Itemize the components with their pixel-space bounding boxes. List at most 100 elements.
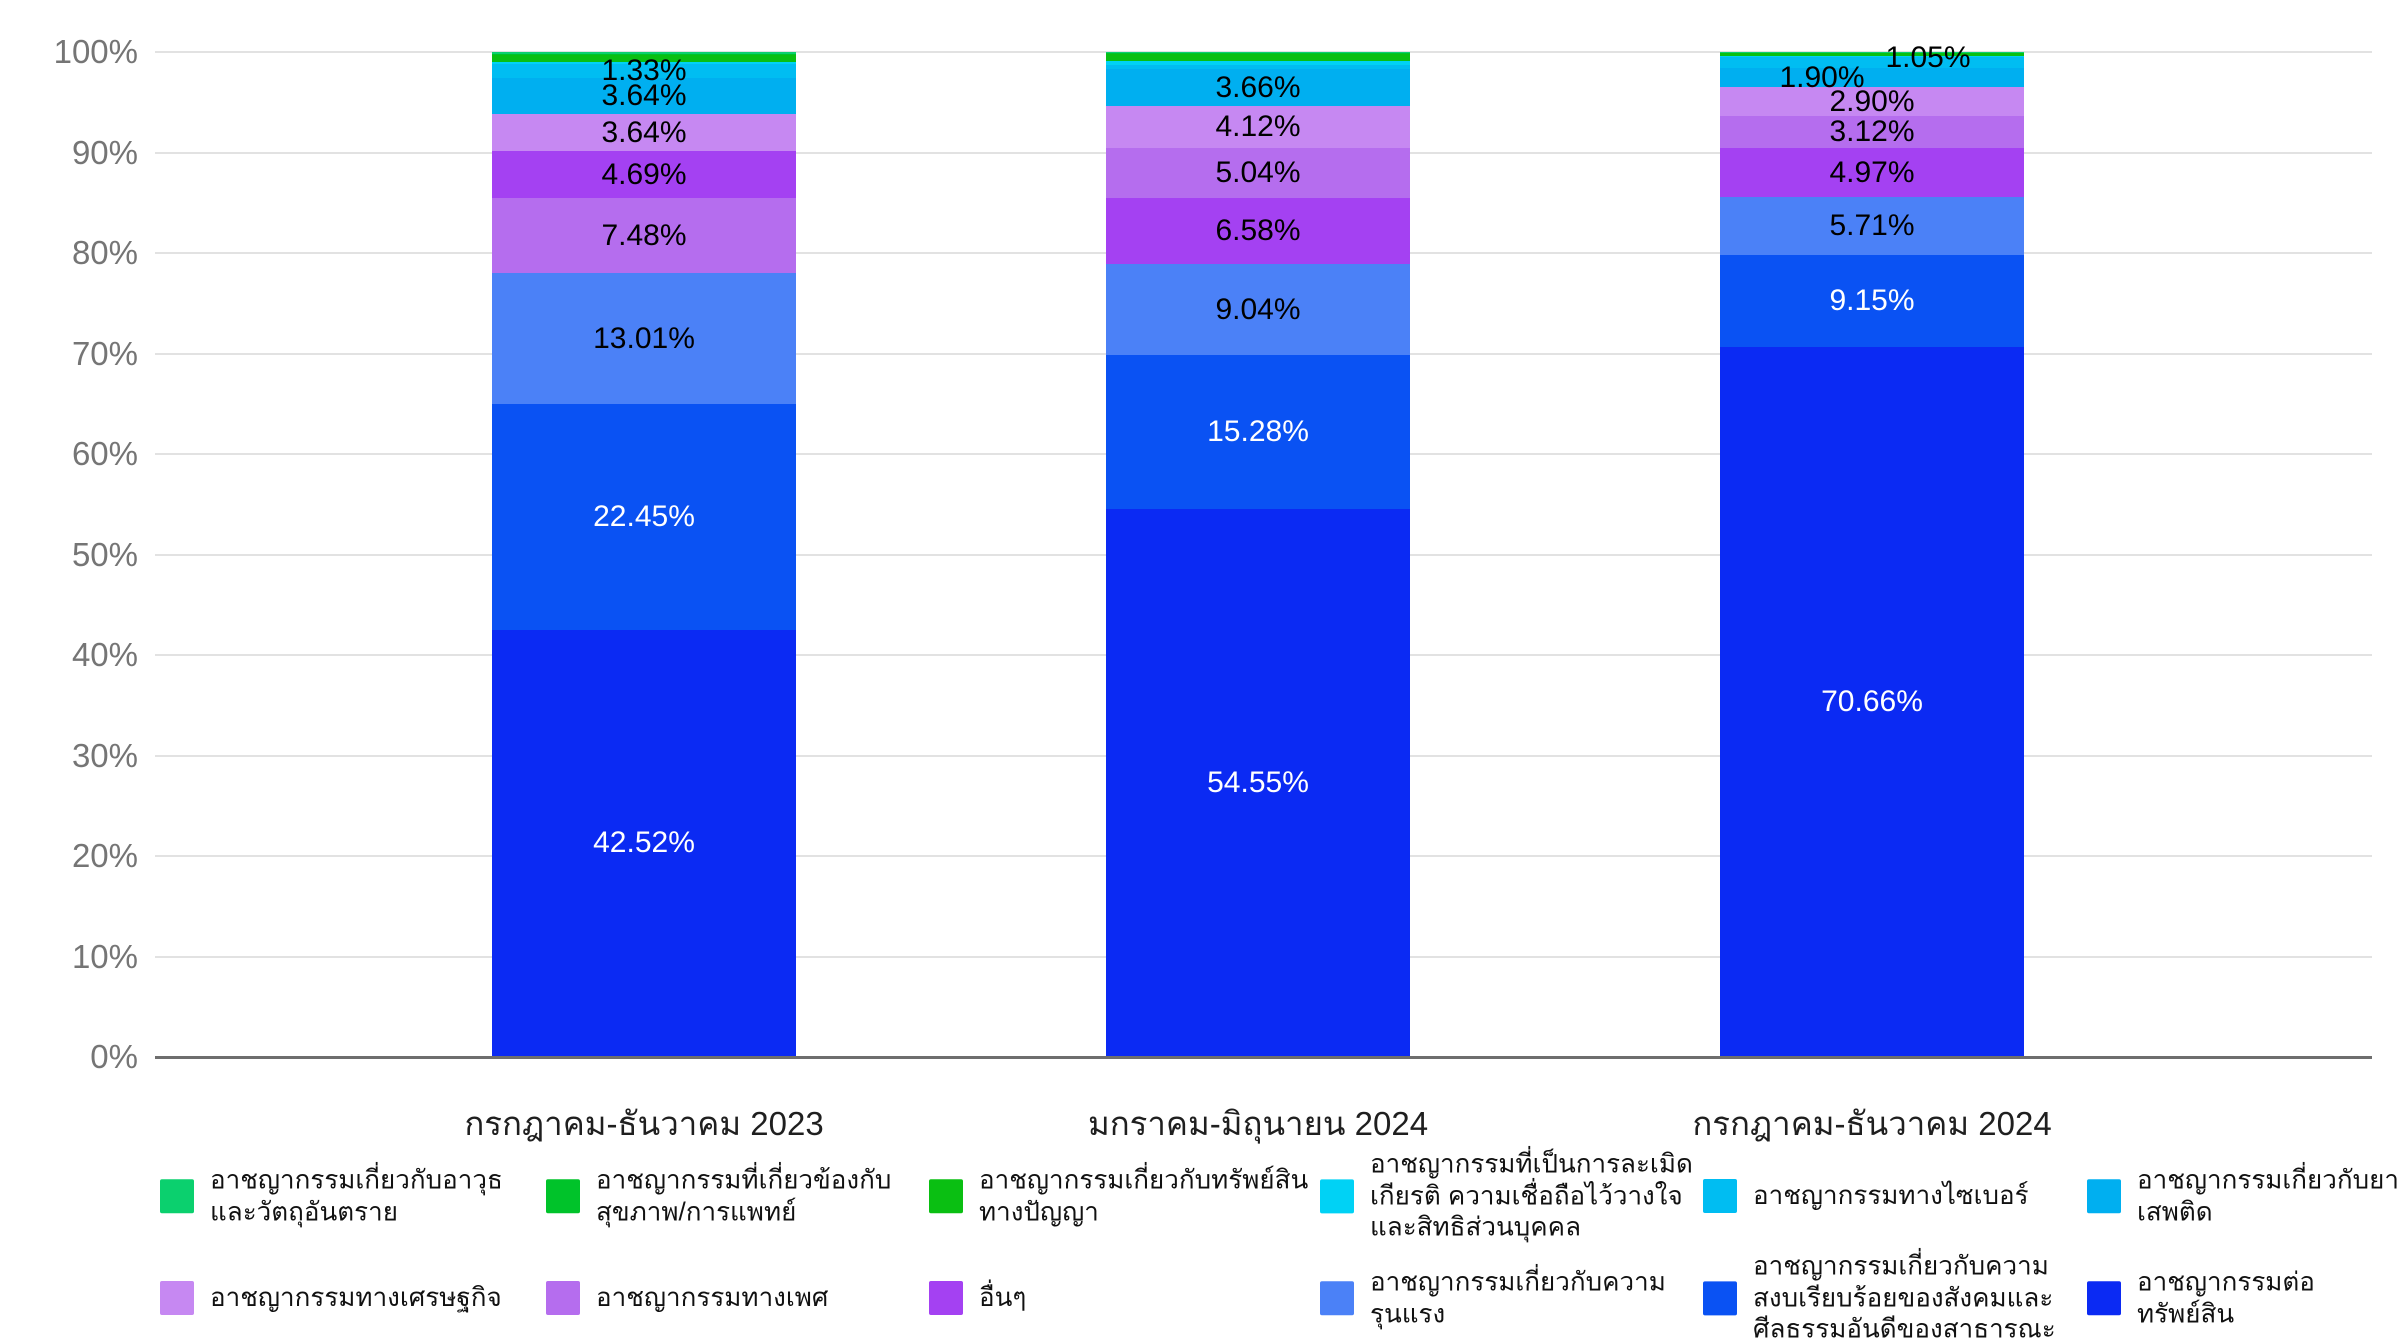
legend-item[interactable]: อาชญากรรมเกี่ยวกับความสงบเรียบร้อยของสัง… (1703, 1250, 2083, 1340)
y-tick-label-80: 80% (71, 234, 138, 271)
bar-segment[interactable] (1106, 106, 1410, 148)
bar-มกราคม-มิถุนายน 2024 (1106, 52, 1410, 1057)
y-tick-label-40: 40% (71, 636, 138, 673)
bar-segment[interactable] (1106, 52, 1410, 53)
bar-segment[interactable] (1106, 61, 1410, 65)
bar-segment[interactable] (492, 61, 796, 65)
segment-value-label: 9.15% (1829, 283, 1915, 317)
bar-segment[interactable] (1720, 116, 2024, 148)
segment-value-label: 1.05% (1885, 40, 1971, 74)
legend-swatch (1320, 1179, 1354, 1213)
legend-label: อาชญากรรมเกี่ยวกับความรุนแรง (1370, 1266, 1666, 1328)
legend-item[interactable]: อาชญากรรมเกี่ยวกับความรุนแรง (1320, 1266, 1700, 1329)
legend-swatch (546, 1179, 580, 1213)
bar-segment[interactable] (1106, 53, 1410, 62)
x-axis-line (155, 1056, 2372, 1059)
bar-segment[interactable] (492, 114, 796, 151)
segment-value-label: 6.58% (1215, 214, 1301, 248)
x-axis-label-กรกฎาคม-ธันวาคม 2024: กรกฎาคม-ธันวาคม 2024 (1692, 1105, 2052, 1142)
bar-segment[interactable] (1106, 508, 1410, 1057)
segment-value-label: 70.66% (1821, 684, 1923, 718)
legend-label: อาชญากรรมทางเพศ (596, 1282, 829, 1313)
segment-value-label: 42.52% (593, 826, 695, 860)
segment-value-label: 7.48% (601, 218, 687, 252)
legend-item[interactable]: อาชญากรรมที่เป็นการละเมิดเกียรติ ความเชื… (1320, 1148, 1700, 1243)
bar-segment[interactable] (492, 52, 796, 55)
bar-segment[interactable] (492, 273, 796, 404)
y-tick-label-50: 50% (71, 535, 138, 573)
segment-value-label: 9.04% (1215, 292, 1301, 326)
bar-segment[interactable] (1106, 264, 1410, 356)
legend-label: อาชญากรรมเกี่ยวกับอาวุธและวัตถุอันตราย (210, 1164, 503, 1226)
bar-segment[interactable] (1720, 254, 2024, 347)
legend-label: อาชญากรรมเกี่ยวกับความสงบเรียบร้อยของสัง… (1753, 1250, 2056, 1340)
legend-swatch (929, 1179, 963, 1213)
legend-label: อาชญากรรมต่อทรัพย์สิน (2137, 1266, 2315, 1328)
legend-label: อาชญากรรมที่เกี่ยวข้องกับสุขภาพ/การแพทย์ (596, 1164, 892, 1226)
bar-segment[interactable] (1106, 198, 1410, 265)
legend-swatch (2087, 1281, 2121, 1315)
segment-value-label: 4.69% (601, 157, 687, 191)
legend-item[interactable]: อาชญากรรมที่เกี่ยวข้องกับสุขภาพ/การแพทย์ (546, 1164, 926, 1227)
bar-segment[interactable] (1720, 147, 2024, 198)
segment-value-label: 13.01% (593, 321, 695, 355)
bar-segment[interactable] (492, 54, 796, 55)
bar-segment[interactable] (492, 198, 796, 274)
legend-swatch (929, 1281, 963, 1315)
legend-label: อาชญากรรมเกี่ยวกับยาเสพติด (2137, 1164, 2399, 1226)
legend-item[interactable]: อาชญากรรมทางไซเบอร์ (1703, 1179, 2029, 1213)
bar-segment[interactable] (492, 150, 796, 199)
segment-value-label: 4.12% (1215, 109, 1301, 143)
bar-segment[interactable] (1106, 52, 1410, 54)
legend-swatch (160, 1281, 194, 1315)
y-tick-label-60: 60% (71, 435, 138, 472)
bar-segment[interactable] (492, 629, 796, 1057)
bar-segment[interactable] (1106, 355, 1410, 509)
y-tick-label-90: 90% (71, 133, 138, 171)
bar-segment[interactable] (1720, 55, 2024, 58)
legend-label: อาชญากรรมทางเศรษฐกิจ (210, 1282, 502, 1313)
legend-swatch (1703, 1281, 1737, 1315)
legend-item[interactable]: อาชญากรรมเกี่ยวกับอาวุธและวัตถุอันตราย (160, 1164, 540, 1227)
legend-item[interactable]: อาชญากรรมทางเศรษฐกิจ (160, 1281, 502, 1315)
legend-item[interactable]: อาชญากรรมเกี่ยวกับยาเสพติด (2087, 1164, 2400, 1227)
legend-label: อาชญากรรมทางไซเบอร์ (1753, 1180, 2029, 1211)
bar-segment[interactable] (492, 77, 796, 115)
bar-segment[interactable] (492, 64, 796, 78)
bar-segment[interactable] (492, 404, 796, 630)
y-tick-label-70: 70% (71, 334, 138, 372)
bar-segment[interactable] (1720, 52, 2024, 53)
bar-segment[interactable] (1106, 64, 1410, 70)
segment-value-label: 5.04% (1215, 155, 1301, 189)
legend-swatch (160, 1179, 194, 1213)
segment-value-label: 4.97% (1829, 155, 1915, 189)
segment-value-label: 5.71% (1829, 209, 1915, 243)
y-tick-label-10: 10% (71, 937, 138, 975)
legend-item[interactable]: อาชญากรรมเกี่ยวกับทรัพย์สินทางปัญญา (929, 1164, 1309, 1227)
x-axis-label-กรกฎาคม-ธันวาคม 2023: กรกฎาคม-ธันวาคม 2023 (464, 1105, 824, 1142)
segment-value-label: 3.64% (601, 79, 687, 113)
bar-segment[interactable] (1720, 52, 2024, 54)
y-tick-label-0: 0% (90, 1038, 138, 1075)
bar-กรกฎาคม-ธันวาคม 2024 (1720, 52, 2024, 1057)
bar-segment[interactable] (1720, 67, 2024, 88)
legend-label: อาชญากรรมที่เป็นการละเมิดเกียรติ ความเชื… (1370, 1148, 1693, 1242)
legend-item[interactable]: อาชญากรรมต่อทรัพย์สิน (2087, 1266, 2400, 1329)
bar-segment[interactable] (1106, 147, 1410, 199)
segment-value-label: 3.66% (1215, 70, 1301, 104)
legend-item[interactable]: อาชญากรรมทางเพศ (546, 1281, 828, 1315)
bar-segment[interactable] (1106, 69, 1410, 107)
legend-item[interactable]: อื่นๆ (929, 1281, 1026, 1315)
bar-segment[interactable] (1720, 53, 2024, 56)
segment-value-label: 1.33% (601, 54, 687, 88)
legend-swatch (546, 1281, 580, 1315)
segment-value-label: 15.28% (1207, 414, 1309, 448)
bar-segment[interactable] (1720, 197, 2024, 255)
bar-segment[interactable] (1720, 87, 2024, 117)
bar-segment[interactable] (1720, 346, 2024, 1057)
legend-label: อาชญากรรมเกี่ยวกับทรัพย์สินทางปัญญา (979, 1164, 1309, 1226)
bar-segment[interactable] (1720, 57, 2024, 68)
bar-segment[interactable] (492, 54, 796, 62)
legend-swatch (1320, 1281, 1354, 1315)
segment-value-label: 3.64% (601, 115, 687, 149)
